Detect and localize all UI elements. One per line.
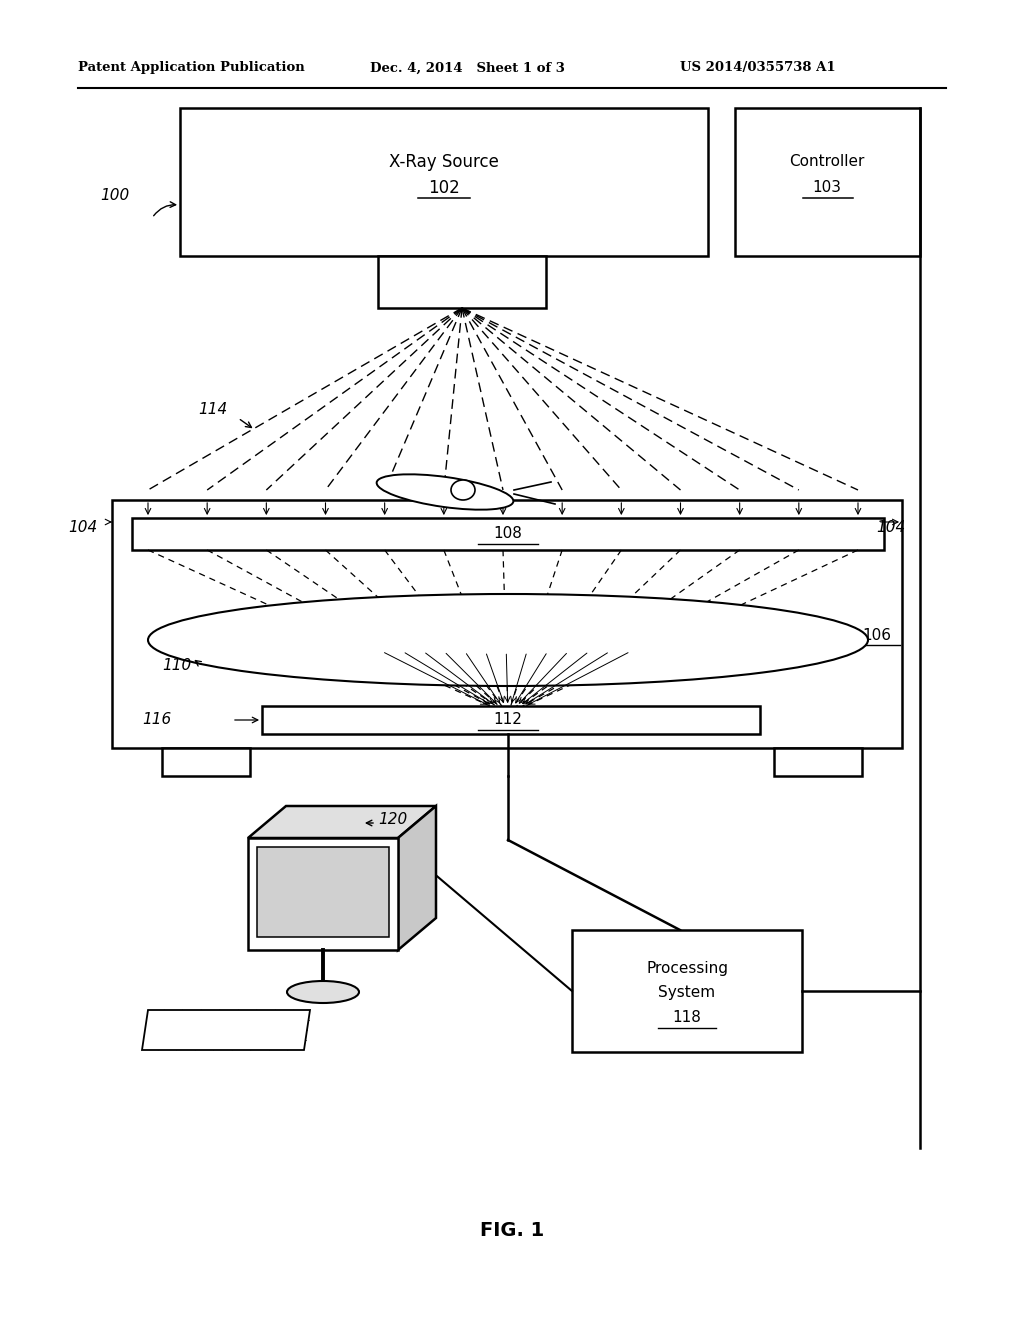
Text: 120: 120 — [378, 813, 408, 828]
Text: 112: 112 — [494, 713, 522, 727]
Polygon shape — [398, 807, 436, 950]
Ellipse shape — [451, 480, 475, 500]
Ellipse shape — [287, 981, 359, 1003]
Text: Dec. 4, 2014   Sheet 1 of 3: Dec. 4, 2014 Sheet 1 of 3 — [370, 62, 565, 74]
Ellipse shape — [148, 594, 868, 686]
Bar — [378, 256, 546, 308]
Bar — [112, 500, 902, 748]
Text: X-Ray Source: X-Ray Source — [389, 153, 499, 172]
Text: 114: 114 — [198, 403, 227, 417]
Bar — [162, 748, 250, 776]
Text: 104: 104 — [876, 520, 905, 536]
Bar — [257, 847, 389, 937]
Text: Patent Application Publication: Patent Application Publication — [78, 62, 305, 74]
Text: 118: 118 — [673, 1011, 701, 1026]
Text: 116: 116 — [142, 713, 171, 727]
Text: 100: 100 — [100, 187, 129, 202]
Text: US 2014/0355738 A1: US 2014/0355738 A1 — [680, 62, 836, 74]
Text: 108: 108 — [494, 527, 522, 541]
Polygon shape — [248, 807, 436, 838]
Bar — [132, 517, 884, 550]
Text: Processing: Processing — [646, 961, 728, 975]
Bar — [572, 931, 802, 1052]
Text: FIG. 1: FIG. 1 — [480, 1221, 544, 1239]
Ellipse shape — [377, 474, 513, 510]
Text: 106: 106 — [862, 627, 891, 643]
Text: Controller: Controller — [790, 154, 864, 169]
Polygon shape — [142, 1010, 310, 1049]
Bar — [262, 706, 760, 734]
Bar — [735, 108, 920, 256]
Text: 103: 103 — [812, 181, 842, 195]
Text: 110: 110 — [162, 657, 191, 672]
Text: System: System — [658, 985, 716, 999]
Bar — [248, 838, 398, 950]
Bar — [774, 748, 862, 776]
Bar — [180, 108, 708, 256]
Text: 104: 104 — [68, 520, 97, 536]
Text: 102: 102 — [428, 180, 460, 197]
